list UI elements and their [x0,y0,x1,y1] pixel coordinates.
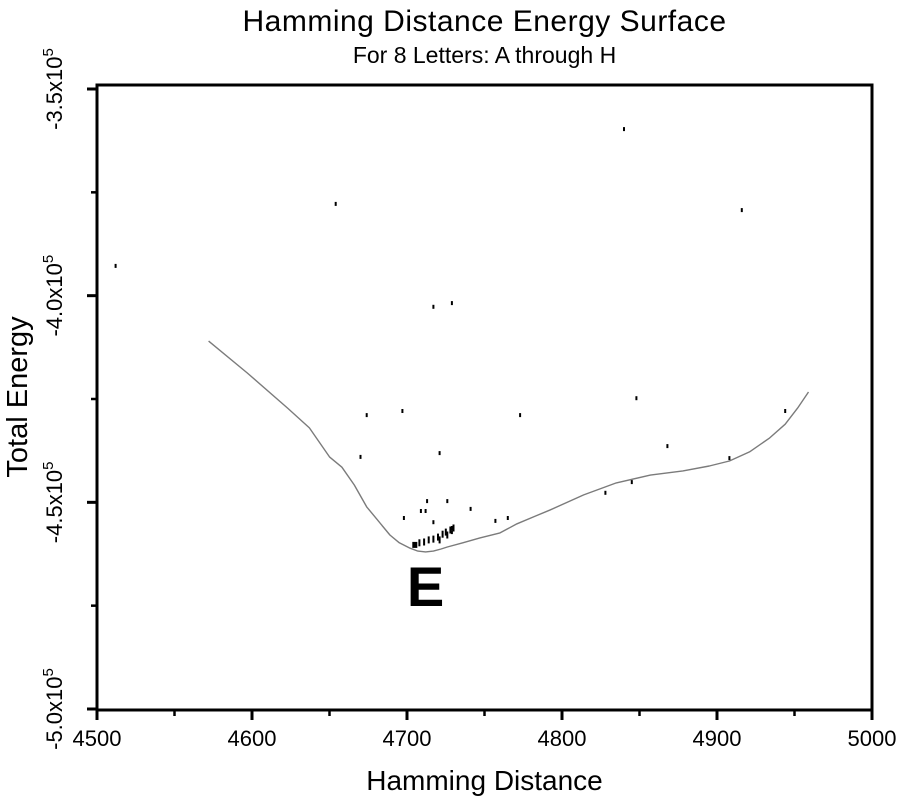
data-point [635,396,638,401]
annotation-E: E [407,555,444,618]
data-point [450,526,453,530]
data-point [114,263,117,268]
data-point [432,304,435,309]
y-tick-label: -4.5x105 [40,461,67,543]
data-point [418,539,421,547]
data-point [452,524,455,532]
data-point [449,526,452,534]
minimum-point [412,541,418,548]
x-tick-label: 4900 [693,726,742,751]
data-point [432,535,435,543]
data-point [506,516,509,520]
data-point [424,509,427,513]
data-point [446,499,449,504]
data-point [604,490,607,495]
chart-title: Hamming Distance Energy Surface [242,5,727,38]
data-point [423,538,426,546]
x-tick-label: 4500 [73,726,122,751]
x-tick-label: 4800 [538,726,587,751]
data-point [630,480,633,485]
data-point [359,454,362,459]
y-tick-label: -4.0x105 [40,255,67,337]
data-point [469,506,472,511]
energy-surface-curve [208,340,810,553]
data-point [446,531,449,539]
axes-box [95,83,874,712]
data-point [740,208,743,213]
chart-subtitle: For 8 Letters: A through H [352,42,617,68]
data-point [412,541,418,548]
y-tick-label: -3.5x105 [40,48,67,130]
data-point [419,509,422,513]
data-point [426,499,429,504]
data-point [784,409,787,413]
data-point [427,536,430,544]
data-point [402,516,405,520]
y-tick-label: -5.0x105 [40,668,67,750]
x-tick-label: 4600 [228,726,277,751]
data-point [438,451,441,456]
data-point [494,518,497,523]
data-point [432,520,435,525]
state-samples [114,127,787,535]
data-point [450,301,453,306]
data-point [666,444,669,449]
data-point [519,413,522,418]
data-point [365,413,368,418]
minimum-cluster [418,524,455,547]
data-point [438,536,441,544]
data-point [334,201,337,206]
x-tick-label: 5000 [848,726,897,751]
data-point [450,530,453,535]
data-point [441,530,444,538]
x-tick-label: 4700 [383,726,432,751]
data-point [444,528,447,536]
data-point [437,533,439,541]
data-point [623,127,625,132]
data-point [728,456,731,461]
data-point [401,409,404,413]
x-axis-label: Hamming Distance [366,765,603,796]
